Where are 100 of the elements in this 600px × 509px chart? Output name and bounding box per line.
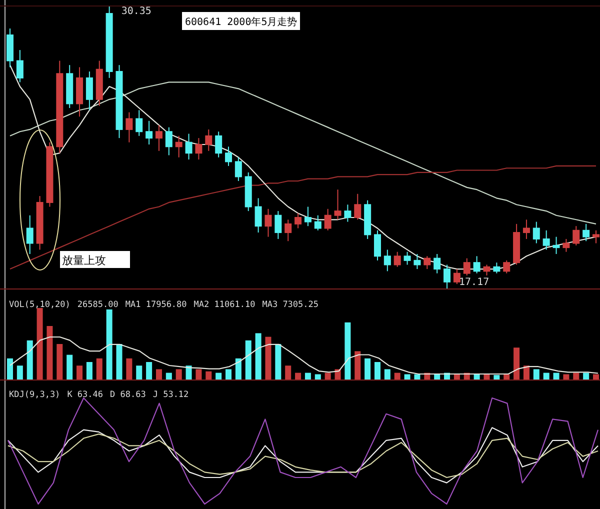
candlestick bbox=[493, 262, 500, 274]
candlestick bbox=[562, 238, 570, 252]
bar bbox=[146, 362, 152, 380]
annotation: 17.17 bbox=[459, 277, 490, 288]
candlestick bbox=[195, 138, 202, 160]
bar bbox=[573, 372, 580, 380]
candlestick bbox=[414, 254, 421, 270]
chart-title: KDJ(9,3,3) bbox=[9, 390, 60, 400]
bar bbox=[543, 372, 550, 380]
candlestick bbox=[274, 210, 282, 240]
bar bbox=[533, 369, 540, 380]
candlestick bbox=[453, 268, 460, 285]
bar bbox=[76, 366, 83, 380]
candlestick bbox=[334, 189, 342, 220]
candlestick bbox=[314, 214, 322, 231]
candlestick bbox=[522, 219, 530, 240]
candlestick bbox=[354, 193, 362, 220]
candlestick bbox=[434, 254, 441, 274]
bar bbox=[36, 308, 43, 380]
bar bbox=[16, 366, 23, 380]
bar bbox=[265, 336, 272, 380]
bar bbox=[216, 372, 222, 380]
candlestick bbox=[86, 70, 93, 111]
annotation: MA3 7305.25 bbox=[262, 300, 319, 310]
candlestick bbox=[165, 126, 172, 156]
bar bbox=[7, 358, 13, 380]
candlestick bbox=[225, 146, 232, 166]
annotation: D 68.63 bbox=[110, 390, 146, 400]
bar bbox=[583, 372, 590, 380]
candlestick bbox=[444, 264, 451, 290]
bar bbox=[593, 374, 599, 380]
bar bbox=[514, 348, 520, 380]
bar bbox=[295, 372, 302, 380]
candlestick bbox=[264, 208, 272, 238]
bar bbox=[66, 354, 73, 380]
bar bbox=[166, 372, 172, 380]
bar bbox=[354, 351, 361, 380]
candlestick bbox=[374, 230, 381, 261]
candlestick bbox=[463, 258, 470, 276]
candlestick bbox=[284, 219, 292, 242]
bar bbox=[56, 344, 63, 380]
annotation: 26585.00 bbox=[77, 300, 118, 310]
annotation: J 53.12 bbox=[152, 390, 189, 400]
bar bbox=[384, 369, 390, 380]
bar bbox=[176, 369, 182, 380]
annotation: 30.35 bbox=[121, 6, 152, 17]
candlestick bbox=[215, 131, 222, 158]
bar bbox=[26, 340, 33, 380]
candlestick bbox=[503, 260, 510, 274]
bar bbox=[553, 372, 560, 380]
bar bbox=[96, 358, 102, 380]
bar bbox=[374, 362, 380, 380]
candlestick bbox=[344, 204, 352, 222]
candlestick bbox=[205, 128, 212, 152]
candlestick bbox=[254, 198, 262, 234]
bar bbox=[226, 369, 232, 380]
candlestick bbox=[572, 226, 580, 246]
bar bbox=[245, 340, 252, 380]
candlestick bbox=[404, 251, 411, 266]
bar bbox=[364, 358, 371, 380]
bar bbox=[116, 344, 122, 380]
bar bbox=[285, 366, 292, 380]
candlestick bbox=[532, 221, 540, 244]
bar bbox=[235, 358, 242, 380]
bar bbox=[255, 333, 262, 380]
candlestick bbox=[126, 112, 133, 143]
bar bbox=[196, 369, 202, 380]
candlestick bbox=[473, 256, 480, 274]
candlestick bbox=[424, 256, 431, 270]
candlestick bbox=[582, 223, 590, 242]
bar bbox=[523, 366, 530, 380]
text: 600641 2000年5月走势 bbox=[185, 16, 298, 28]
bar bbox=[136, 366, 142, 380]
bar bbox=[106, 309, 112, 380]
candlestick bbox=[175, 135, 182, 158]
bar bbox=[394, 372, 400, 380]
bar bbox=[324, 372, 331, 380]
annotation: K 63.46 bbox=[67, 390, 104, 400]
candlestick bbox=[324, 208, 332, 231]
bar bbox=[126, 358, 132, 380]
candlestick bbox=[384, 249, 391, 272]
bar bbox=[275, 344, 282, 380]
candlestick bbox=[155, 124, 162, 152]
bar bbox=[314, 374, 321, 380]
annotation: 放量上攻 bbox=[62, 254, 106, 267]
bar bbox=[414, 374, 420, 380]
candlestick bbox=[26, 214, 34, 254]
chart-title: VOL(5,10,20) bbox=[9, 300, 70, 310]
candlestick bbox=[136, 110, 143, 136]
candlestick bbox=[542, 230, 550, 250]
bar bbox=[563, 374, 570, 380]
bar bbox=[86, 362, 92, 380]
bar bbox=[156, 369, 162, 380]
bar bbox=[404, 374, 410, 380]
candlestick bbox=[304, 206, 312, 227]
candlestick bbox=[294, 212, 302, 229]
candlestick bbox=[483, 264, 490, 276]
annotation: MA2 11061.10 bbox=[194, 300, 256, 310]
candlestick bbox=[592, 230, 600, 244]
annotation: MA1 17956.80 bbox=[125, 300, 187, 310]
